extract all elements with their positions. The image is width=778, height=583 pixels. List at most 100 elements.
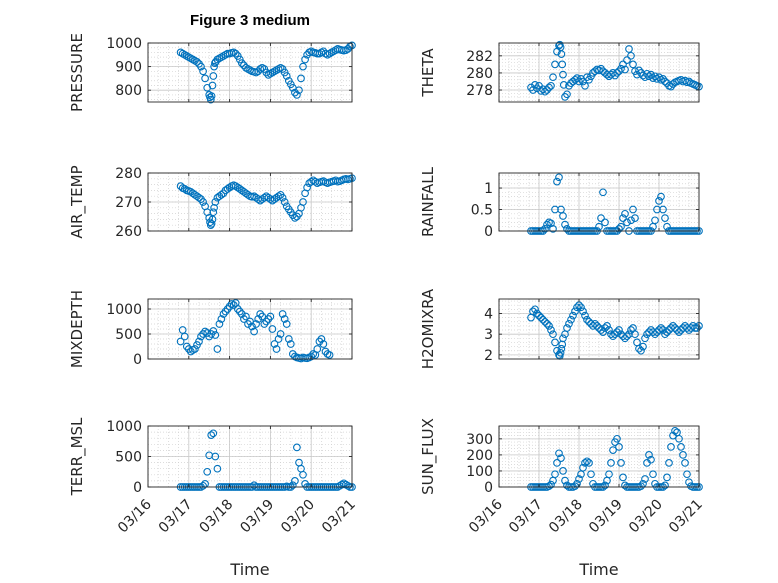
data-point [549, 330, 557, 339]
data-point [203, 467, 212, 476]
data-point [211, 331, 220, 339]
data-point [182, 52, 191, 60]
x-tick-label: 03/20 [278, 497, 318, 537]
data-point [563, 90, 571, 99]
data-point [291, 88, 299, 97]
data-point [685, 478, 693, 487]
y-axis-label: MIXDEPTH [68, 290, 86, 368]
data-point [278, 310, 287, 318]
data-point [557, 344, 566, 353]
data-point [543, 220, 551, 229]
data-point [291, 477, 299, 485]
data-point [663, 222, 671, 231]
data-point [211, 198, 220, 206]
data-point [561, 220, 569, 229]
data-point [621, 65, 629, 74]
data-point [557, 50, 566, 58]
data-point [293, 443, 301, 452]
data-point [252, 320, 260, 328]
data-point [551, 338, 559, 347]
data-point [176, 337, 185, 346]
data-point [631, 214, 639, 222]
data-point [182, 342, 191, 351]
data-point [280, 198, 289, 206]
data-point [297, 74, 305, 83]
data-point [671, 426, 679, 435]
data-point [605, 470, 613, 479]
y-tick-label: 500 [115, 327, 142, 343]
data-point [607, 459, 615, 467]
data-point [278, 193, 287, 202]
x-tick-label: 03/21 [319, 497, 359, 537]
data-point [219, 310, 228, 318]
data-point [186, 347, 195, 356]
data-point [685, 77, 693, 86]
data-point [591, 319, 599, 328]
data-point [615, 443, 623, 451]
y-tick-label: 0 [133, 352, 142, 368]
data-point [601, 218, 609, 227]
data-point [210, 203, 218, 212]
data-point [683, 470, 691, 479]
data-point [274, 335, 283, 343]
data-point [577, 303, 585, 312]
y-tick-label: 280 [115, 166, 142, 182]
data-point [653, 205, 661, 214]
y-tick-label: 0 [484, 224, 493, 240]
y-axis-label: RAINFALL [419, 166, 437, 237]
data-point [529, 86, 537, 94]
data-point [199, 198, 207, 206]
data-point [637, 346, 645, 355]
data-point [625, 45, 633, 53]
y-axis-label: AIR_TEMP [68, 165, 87, 238]
data-point [208, 215, 217, 224]
data-point [256, 65, 265, 73]
x-tick-label: 03/18 [197, 497, 237, 537]
data-point [307, 352, 316, 361]
data-point [693, 324, 701, 332]
data-point [549, 225, 557, 233]
axes-box [147, 298, 353, 360]
data-point [549, 73, 557, 82]
data-point [274, 192, 283, 201]
data-point [268, 325, 277, 333]
data-point [272, 345, 281, 353]
data-point [208, 81, 217, 90]
data-point [293, 91, 301, 99]
data-point [191, 345, 199, 353]
data-point [215, 320, 224, 328]
data-point [559, 212, 567, 220]
data-point [669, 322, 677, 330]
y-tick-label: 1000 [106, 302, 142, 318]
data-point [313, 345, 322, 353]
data-point [266, 69, 275, 78]
data-point [319, 340, 328, 348]
data-point [645, 451, 653, 459]
data-point [681, 459, 689, 467]
data-point [597, 214, 605, 222]
y-axis-label: THETA [419, 48, 437, 98]
data-point [553, 177, 561, 186]
data-point [637, 482, 645, 491]
data-point [547, 480, 555, 489]
subplot-1: 800 900 1000 PRESSURE [68, 33, 356, 112]
data-point [569, 311, 577, 320]
y-tick-label: 1000 [106, 419, 142, 435]
data-point [209, 208, 218, 217]
data-point [565, 319, 573, 328]
data-point [689, 322, 697, 330]
data-point [593, 322, 601, 330]
data-point [213, 345, 222, 353]
data-point [639, 342, 647, 351]
data-point [193, 58, 201, 66]
data-point [655, 326, 663, 334]
data-point [583, 457, 591, 466]
data-point [266, 312, 275, 321]
data-point [299, 198, 307, 206]
data-point [601, 481, 609, 490]
data-point [617, 222, 625, 231]
data-point [613, 69, 621, 77]
data-point [213, 55, 222, 64]
data-point [657, 324, 665, 332]
